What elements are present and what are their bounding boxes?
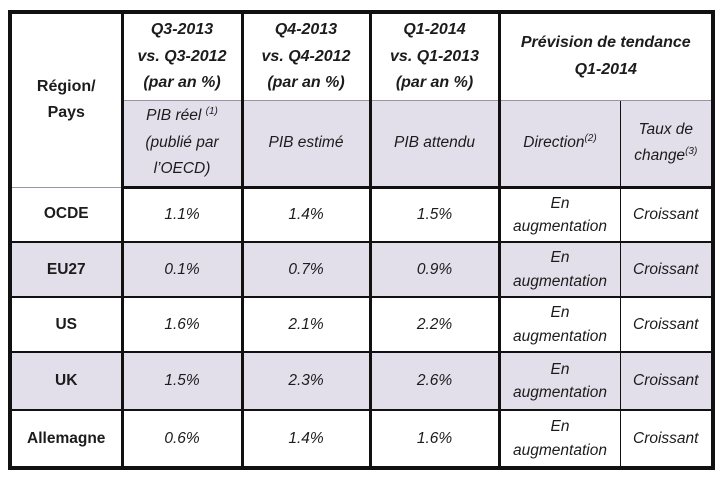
subheader-direction-main: Direction <box>523 133 585 151</box>
eu27-taux-value: Croissant <box>620 242 713 298</box>
us-direction-value: En augmentation <box>499 297 621 353</box>
gdp-trend-table-container: Région/ Pays Q3-2013 vs. Q3-2012 (par an… <box>8 10 715 470</box>
subheader-pib-reel-main: PIB réel <box>146 107 206 125</box>
allemagne-q4-value: 1.4% <box>242 410 372 469</box>
eu27-region-label: EU27 <box>10 242 124 298</box>
us-q1-value: 2.2% <box>370 297 501 353</box>
allemagne-region-label: Allemagne <box>10 410 124 469</box>
uk-direction-value: En augmentation <box>499 352 621 411</box>
ocde-taux-value: Croissant <box>620 187 713 243</box>
subheader-pib-estime: PIB estimé <box>242 100 372 189</box>
us-q3-value: 1.6% <box>122 297 244 353</box>
table-row-ocde: OCDE 1.1% 1.4% 1.5% En augmentation Croi… <box>10 187 713 243</box>
subheader-pib-reel-note: (publié par l’OECD) <box>145 133 219 178</box>
eu27-q3-value: 0.1% <box>122 242 244 298</box>
header-prevision-tendance: Prévision de tendance Q1-2014 <box>499 12 713 101</box>
us-region-label: US <box>10 297 124 353</box>
us-q4-value: 2.1% <box>242 297 372 353</box>
header-q1-2014: Q1-2014 vs. Q1-2013 (par an %) <box>370 12 501 101</box>
subheader-taux-change-main: Taux de change <box>634 120 694 164</box>
allemagne-q1-value: 1.6% <box>370 410 501 469</box>
eu27-direction-value: En augmentation <box>499 242 621 298</box>
header-q3-2013: Q3-2013 vs. Q3-2012 (par an %) <box>122 12 244 101</box>
ocde-q4-value: 1.4% <box>242 187 372 243</box>
ocde-q1-value: 1.5% <box>370 187 501 243</box>
eu27-q4-value: 0.7% <box>242 242 372 298</box>
uk-region-label: UK <box>10 352 124 411</box>
eu27-q1-value: 0.9% <box>370 242 501 298</box>
ocde-q3-value: 1.1% <box>122 187 244 243</box>
uk-q1-value: 2.6% <box>370 352 501 411</box>
gdp-trend-table: Région/ Pays Q3-2013 vs. Q3-2012 (par an… <box>8 10 715 470</box>
allemagne-taux-value: Croissant <box>620 410 713 469</box>
uk-q3-value: 1.5% <box>122 352 244 411</box>
ocde-region-label: OCDE <box>10 187 124 243</box>
allemagne-q3-value: 0.6% <box>122 410 244 469</box>
header-region-pays: Région/ Pays <box>10 12 124 188</box>
subheader-taux-change: Taux de change(3) <box>620 100 713 189</box>
us-taux-value: Croissant <box>620 297 713 353</box>
subheader-direction: Direction(2) <box>499 100 621 189</box>
footnote-marker-3: (3) <box>685 145 698 157</box>
subheader-pib-attendu: PIB attendu <box>370 100 501 189</box>
footnote-marker-2: (2) <box>584 132 597 144</box>
uk-taux-value: Croissant <box>620 352 713 411</box>
subheader-pib-reel: PIB réel (1) (publié par l’OECD) <box>122 100 244 189</box>
table-row-us: US 1.6% 2.1% 2.2% En augmentation Croiss… <box>10 297 713 353</box>
table-row-allemagne: Allemagne 0.6% 1.4% 1.6% En augmentation… <box>10 410 713 469</box>
uk-q4-value: 2.3% <box>242 352 372 411</box>
header-q4-2013: Q4-2013 vs. Q4-2012 (par an %) <box>242 12 372 101</box>
allemagne-direction-value: En augmentation <box>499 410 621 469</box>
table-row-eu27: EU27 0.1% 0.7% 0.9% En augmentation Croi… <box>10 242 713 298</box>
table-row-uk: UK 1.5% 2.3% 2.6% En augmentation Croiss… <box>10 352 713 411</box>
footnote-marker-1: (1) <box>205 106 218 118</box>
ocde-direction-value: En augmentation <box>499 187 621 243</box>
